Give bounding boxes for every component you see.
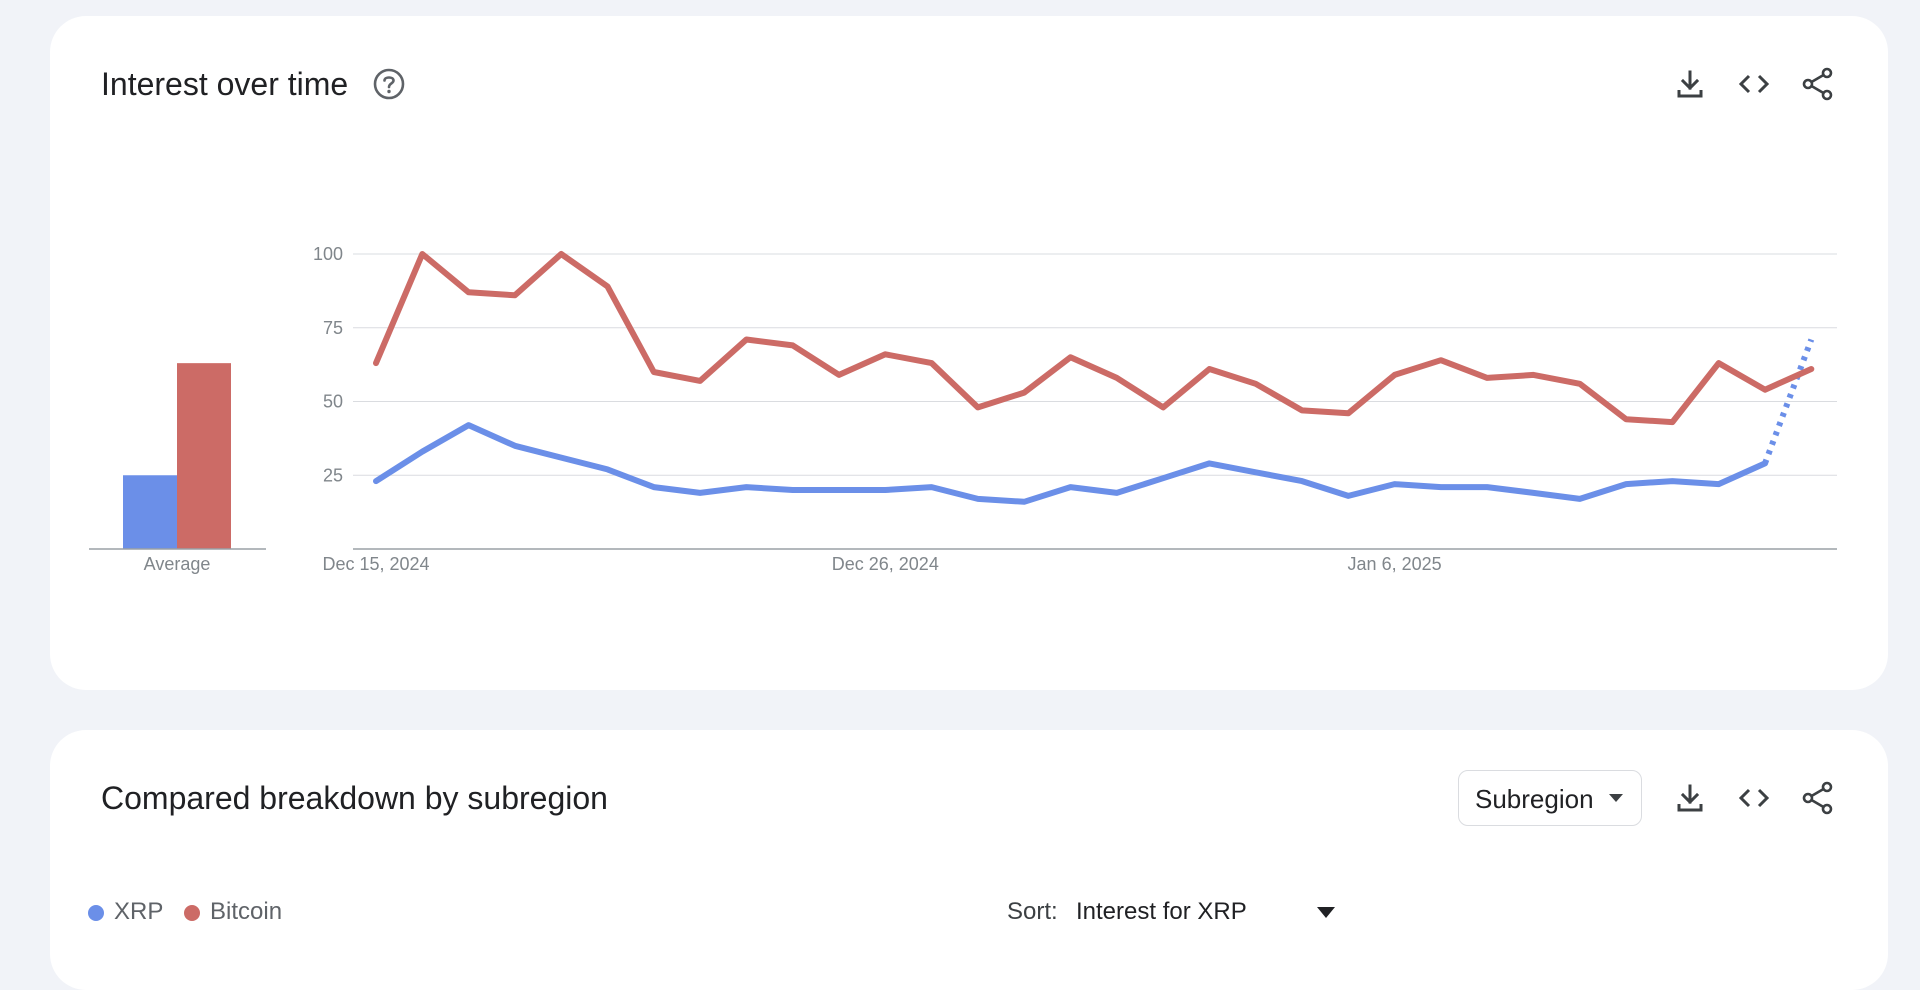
download-icon[interactable] bbox=[1672, 780, 1708, 816]
help-icon[interactable] bbox=[372, 67, 406, 101]
y-tick-label: 25 bbox=[323, 465, 343, 485]
interest-over-time-card: Interest over time 25 50 75 100 Dec 15, 2024… bbox=[50, 16, 1888, 690]
legend-label: XRP bbox=[114, 898, 164, 925]
x-tick-label: Dec 26, 2024 bbox=[832, 554, 939, 574]
legend-dot bbox=[88, 905, 104, 921]
caret-down-icon bbox=[1317, 907, 1335, 918]
sort-value: Interest for XRP bbox=[1076, 898, 1247, 925]
average-label: Average bbox=[144, 554, 211, 574]
legend-dot bbox=[184, 905, 200, 921]
interest-chart: 25 50 75 100 Dec 15, 2024 Dec 26, 2024 Jan 6, … bbox=[89, 244, 1837, 574]
x-tick-label: Jan 6, 2025 bbox=[1348, 554, 1442, 574]
y-tick-label: 50 bbox=[323, 392, 343, 412]
download-icon[interactable] bbox=[1672, 66, 1708, 102]
legend-label: Bitcoin bbox=[210, 898, 283, 925]
subregion-dropdown[interactable]: Subregion bbox=[1458, 770, 1642, 826]
series-partial-line-xrp bbox=[1762, 338, 1815, 465]
sort-label: Sort: bbox=[1007, 898, 1058, 925]
average-bar-xrp bbox=[123, 475, 177, 549]
y-tick-label: 100 bbox=[313, 244, 343, 264]
share-icon[interactable] bbox=[1800, 66, 1836, 102]
embed-code-icon[interactable] bbox=[1736, 780, 1772, 816]
y-tick-label: 75 bbox=[323, 318, 343, 338]
dropdown-label: Subregion bbox=[1475, 784, 1594, 814]
series-line-xrp bbox=[373, 422, 1768, 505]
card-title: Interest over time bbox=[101, 66, 349, 102]
embed-code-icon[interactable] bbox=[1736, 66, 1772, 102]
series-line-bitcoin bbox=[373, 251, 1815, 426]
card-title: Compared breakdown by subregion bbox=[101, 780, 608, 816]
share-icon[interactable] bbox=[1800, 780, 1836, 816]
x-tick-label: Dec 15, 2024 bbox=[322, 554, 429, 574]
subregion-breakdown-card: Compared breakdown by subregion Subregio… bbox=[50, 730, 1888, 990]
average-bar-bitcoin bbox=[177, 363, 231, 549]
chevron-down-icon bbox=[1609, 794, 1623, 802]
